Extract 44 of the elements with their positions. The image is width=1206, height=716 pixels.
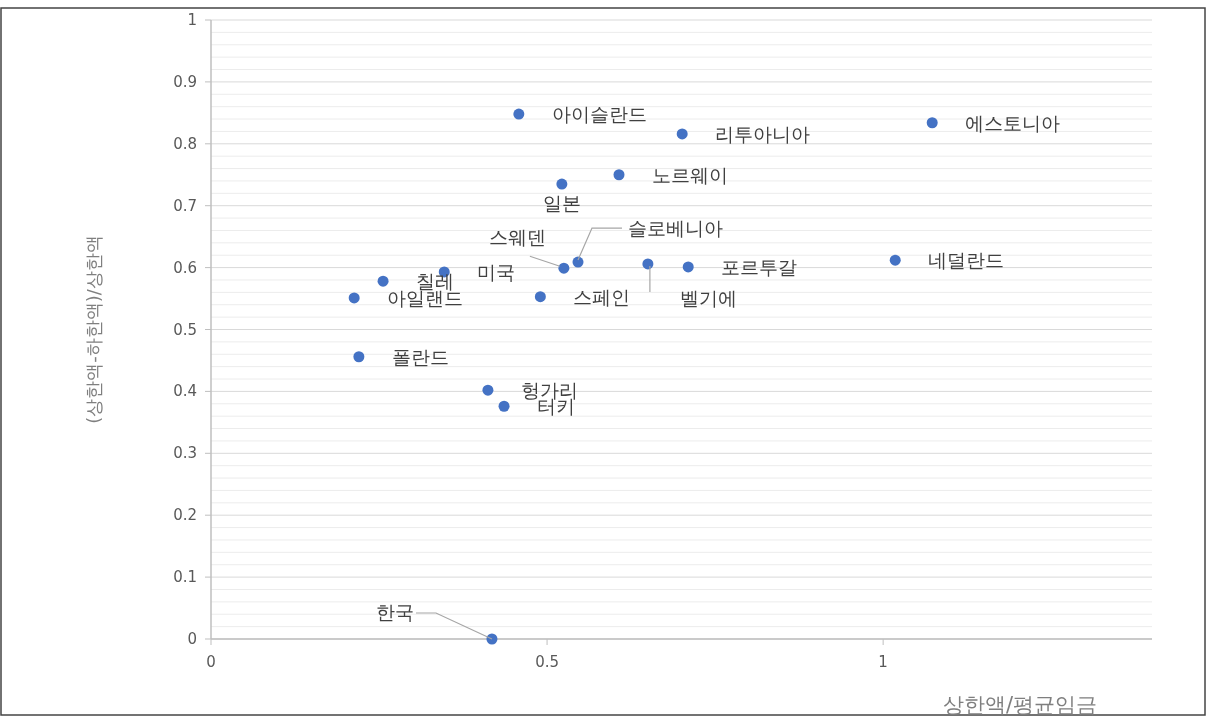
y-tick-label: 0.5 <box>173 320 197 339</box>
annotation: 리투아니아 <box>715 122 811 145</box>
annotation: 스웨덴 <box>489 226 547 249</box>
y-tick-label: 0.7 <box>173 196 197 215</box>
y-tick-label: 0.9 <box>173 72 197 91</box>
point <box>377 275 389 287</box>
annotation: 폴란드 <box>391 345 449 368</box>
point <box>676 128 688 140</box>
point <box>534 291 546 303</box>
annotation: 스페인 <box>573 285 631 308</box>
point <box>558 262 570 274</box>
x-axis-title: 상한액/평균임금 <box>942 693 1098 716</box>
y-tick-label: 0.8 <box>173 134 197 153</box>
point <box>348 292 360 304</box>
y-tick-label: 1 <box>187 11 197 29</box>
annotation: 한국 <box>375 601 414 623</box>
annotation: 미국 <box>477 260 516 283</box>
x-tick-label: 1 <box>878 653 888 671</box>
x-tick-label: 0.5 <box>535 653 559 671</box>
y-tick-label: 0.3 <box>173 444 197 463</box>
point <box>682 261 694 273</box>
point <box>353 351 365 363</box>
annotation: 네덜란드 <box>928 249 1005 272</box>
y-axis-title: (상한액-하한액)/상한액 <box>83 235 104 424</box>
y-tick-label: 0.2 <box>173 506 197 525</box>
annotation: 아이슬란드 <box>551 103 647 126</box>
annotation: 포르투갈 <box>721 255 798 278</box>
annotation: 일본 <box>542 192 581 215</box>
annotation: 노르웨이 <box>651 163 728 186</box>
y-tick-label: 0 <box>187 630 197 648</box>
annotation: 슬로베니아 <box>627 217 723 240</box>
x-tick-label: 0 <box>206 653 216 671</box>
y-tick-label: 0.4 <box>173 382 197 401</box>
annotation: 벨기에 <box>679 286 737 309</box>
y-tick-label: 0.1 <box>173 568 197 587</box>
point <box>926 117 938 129</box>
point <box>613 169 625 181</box>
point <box>556 178 568 190</box>
point <box>498 400 510 412</box>
point <box>513 108 525 120</box>
point <box>889 254 901 266</box>
annotation: 에스토니아 <box>965 111 1061 134</box>
y-tick-label: 0.6 <box>173 258 197 277</box>
point <box>482 384 494 396</box>
